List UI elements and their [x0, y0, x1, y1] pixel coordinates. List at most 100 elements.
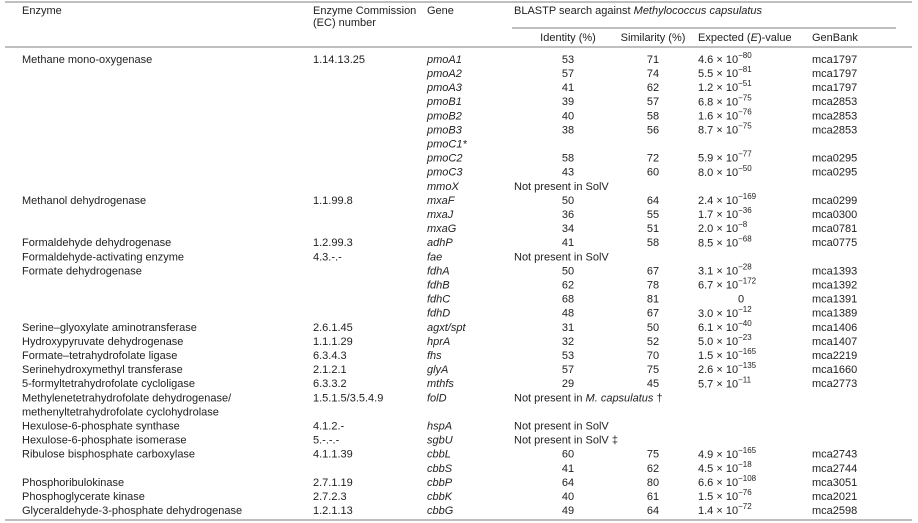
- ec-number: 1.1.99.8: [313, 195, 353, 207]
- e-value: 3.0 × 10−12: [698, 305, 752, 320]
- gene: cbbK: [427, 491, 453, 503]
- similarity: 55: [647, 209, 659, 221]
- similarity: 60: [647, 167, 659, 179]
- e-value-mantissa: 4.6 × 10: [698, 54, 738, 66]
- ec-number: 4.1.2.-: [313, 421, 345, 433]
- gene: pmoC3: [426, 167, 463, 179]
- identity: 41: [562, 237, 574, 249]
- e-value-exponent: −81: [738, 65, 752, 74]
- genbank: mca2773: [812, 378, 857, 390]
- e-value-mantissa: 1.2 × 10: [698, 82, 738, 94]
- identity: 31: [562, 322, 574, 334]
- gene: pmoB2: [426, 110, 462, 122]
- e-value: 1.6 × 10−76: [698, 108, 752, 123]
- note: Not present in SolV: [514, 181, 609, 193]
- genbank: mca0781: [812, 223, 857, 235]
- note: Not present in SolV ‡: [514, 435, 618, 447]
- genbank: mca2853: [812, 96, 857, 108]
- e-value-mantissa: 5.0 × 10: [698, 336, 738, 348]
- e-value-exponent: −165: [738, 347, 757, 356]
- ec-number: 6.3.4.3: [313, 350, 347, 362]
- e-value: 2.4 × 10−169: [698, 192, 757, 207]
- genbank: mca1660: [812, 364, 857, 376]
- gene: fdhB: [427, 280, 450, 292]
- genbank: mca2743: [812, 449, 857, 461]
- similarity: 80: [647, 477, 659, 489]
- identity: 40: [562, 110, 574, 122]
- enzyme: Formaldehyde dehydrogenase: [22, 237, 171, 249]
- enzyme: Hexulose-6-phosphate synthase: [22, 421, 180, 433]
- e-value-exponent: −172: [738, 277, 757, 286]
- similarity: 61: [647, 491, 659, 503]
- identity: 49: [562, 505, 574, 517]
- enzyme: Formate–tetrahydrofolate ligase: [22, 350, 177, 362]
- identity: 34: [562, 223, 574, 235]
- genbank: mca1797: [812, 68, 857, 80]
- e-value-exponent: −23: [738, 333, 752, 342]
- similarity: 70: [647, 350, 659, 362]
- similarity: 56: [647, 124, 659, 136]
- gene: cbbL: [427, 449, 451, 461]
- gene: agxt/spt: [427, 322, 466, 334]
- e-value: 0: [738, 294, 744, 306]
- e-value-mantissa: 2.4 × 10: [698, 195, 738, 207]
- e-value-mantissa: 5.5 × 10: [698, 68, 738, 80]
- ec-number: 1.1.1.29: [313, 336, 353, 348]
- e-value-mantissa: 5.9 × 10: [698, 153, 738, 165]
- e-value-exponent: −40: [738, 319, 752, 328]
- gene: hspA: [427, 421, 452, 433]
- genbank: mca0299: [812, 195, 857, 207]
- header-expected: Expected (E)-value: [698, 32, 792, 44]
- e-value-mantissa: 3.0 × 10: [698, 308, 738, 320]
- note-part: Not present in: [514, 392, 586, 404]
- similarity: 72: [647, 153, 659, 165]
- e-value-exponent: −36: [738, 206, 752, 215]
- identity: 60: [562, 449, 574, 461]
- gene: cbbG: [427, 505, 454, 517]
- similarity: 58: [647, 110, 659, 122]
- identity: 57: [562, 364, 574, 376]
- header-enzyme: Enzyme: [22, 5, 62, 17]
- ec-number: 2.7.1.19: [313, 477, 353, 489]
- e-value: 5.7 × 10−11: [698, 375, 752, 390]
- genbank: mca1797: [812, 82, 857, 94]
- enzyme: 5-formyltetrahydrofolate cycloligase: [22, 378, 195, 390]
- enzyme: Methylenetetrahydrofolate dehydrogenase/: [22, 392, 232, 404]
- e-value: 3.1 × 10−28: [698, 263, 752, 278]
- ec-number: 1.2.99.3: [313, 237, 353, 249]
- similarity: 51: [647, 223, 659, 235]
- note: Not present in SolV: [514, 251, 609, 263]
- ec-number: 6.3.3.2: [313, 378, 347, 390]
- gene: fhs: [427, 350, 442, 362]
- identity: 40: [562, 491, 574, 503]
- e-value: 8.7 × 10−75: [698, 122, 752, 137]
- enzyme: Serine–glyoxylate aminotransferase: [22, 322, 197, 334]
- gene: mxaJ: [427, 209, 454, 221]
- e-value-exponent: −75: [738, 93, 752, 102]
- genbank: mca1389: [812, 308, 857, 320]
- e-value-mantissa: 1.6 × 10: [698, 110, 738, 122]
- header-blastp-part: BLASTP search against: [514, 5, 634, 17]
- header-blastp: BLASTP search against Methylococcus caps…: [514, 5, 763, 17]
- gene: pmoC1*: [426, 139, 467, 151]
- genbank: mca0775: [812, 237, 857, 249]
- e-value-exponent: −68: [738, 234, 752, 243]
- note-part: †: [653, 392, 662, 404]
- e-value-exponent: −12: [738, 305, 752, 314]
- gene: sgbU: [427, 435, 453, 447]
- e-value: 6.7 × 10−172: [698, 277, 757, 292]
- identity: 41: [562, 82, 574, 94]
- genbank: mca2598: [812, 505, 857, 517]
- similarity: 45: [647, 378, 659, 390]
- gene: hprA: [427, 336, 450, 348]
- ec-number: 4.1.1.39: [313, 449, 353, 461]
- gene: pmoA2: [426, 68, 462, 80]
- header-expected-part: Expected (: [698, 32, 751, 44]
- ec-number: 2.6.1.45: [313, 322, 353, 334]
- e-value-exponent: −18: [738, 460, 752, 469]
- ec-number: 2.1.2.1: [313, 364, 347, 376]
- e-value-exponent: −135: [738, 361, 757, 370]
- e-value-exponent: −50: [738, 164, 752, 173]
- header-genbank: GenBank: [812, 32, 858, 44]
- genbank: mca3051: [812, 477, 857, 489]
